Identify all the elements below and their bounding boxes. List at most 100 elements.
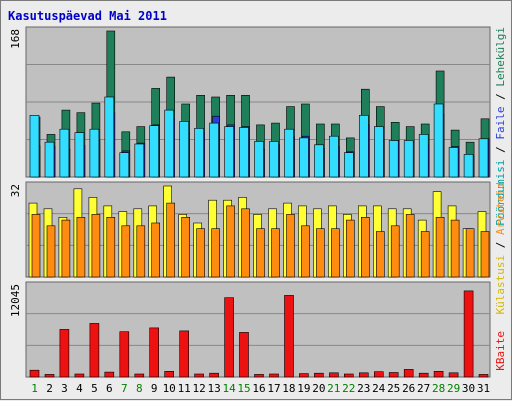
bar-KBaite-day-15 xyxy=(239,332,249,378)
bar-Lehekülgi-day-16 xyxy=(254,141,264,178)
bar-Lehekülgi-day-26 xyxy=(403,140,414,178)
bar-Arvuteid-day-29 xyxy=(450,219,460,278)
bar-Lehekülgi-day-19 xyxy=(299,137,309,178)
bar-Arvuteid-day-7 xyxy=(121,225,131,278)
panel-background xyxy=(25,281,491,378)
bar-Lehekülgi-day-27 xyxy=(418,134,429,178)
bar-Lehekülgi-day-5 xyxy=(89,128,100,178)
bar-KBaite-day-3 xyxy=(59,329,70,378)
bar-Arvuteid-day-3 xyxy=(61,219,71,278)
bar-KBaite-day-16 xyxy=(254,374,264,378)
x-tick-label: 13 xyxy=(207,382,220,395)
bar-Lehekülgi-day-30 xyxy=(463,154,474,178)
x-tick-label: 1 xyxy=(31,382,38,395)
bar-KBaite-day-24 xyxy=(373,371,384,378)
x-tick-label: 7 xyxy=(121,382,128,395)
bar-KBaite-day-28 xyxy=(433,370,444,378)
bar-Lehekülgi-day-6 xyxy=(104,96,115,178)
bar-KBaite-day-13 xyxy=(209,372,219,378)
legend-text: Pöördumisi / Faile / Lehekülgi xyxy=(494,27,507,226)
x-axis-labels: 1 2 3 4 5 6 7 8 9 10 11 12 13 14 15 16 17 18 19 20 21 22 23 24 2… xyxy=(31,382,490,395)
bar-Lehekülgi-day-18 xyxy=(284,128,294,178)
x-tick-label: 15 xyxy=(237,382,250,395)
bar-KBaite-day-7 xyxy=(119,331,130,378)
bar-Arvuteid-day-12 xyxy=(196,228,205,278)
x-tick-label: 9 xyxy=(151,382,158,395)
bar-KBaite-day-5 xyxy=(89,323,100,378)
x-tick-label: 8 xyxy=(136,382,143,395)
bar-Arvuteid-day-5 xyxy=(91,214,101,278)
bar-Lehekülgi-day-3 xyxy=(59,128,70,178)
bar-KBaite-day-10 xyxy=(164,370,174,378)
bar-Arvuteid-day-10 xyxy=(166,202,175,278)
bar-KBaite-day-25 xyxy=(388,372,399,378)
bar-Arvuteid-day-19 xyxy=(301,225,310,278)
bar-Lehekülgi-day-12 xyxy=(194,128,204,178)
legend-hits-files-pages: Pöördumisi / Faile / Lehekülgi xyxy=(494,27,507,226)
bar-Lehekülgi-day-28 xyxy=(433,103,444,178)
bar-Lehekülgi-day-23 xyxy=(358,115,369,178)
bar-KBaite-day-19 xyxy=(299,373,309,378)
bar-KBaite-day-23 xyxy=(358,372,369,378)
bar-Lehekülgi-day-20 xyxy=(314,144,324,178)
x-tick-label: 26 xyxy=(402,382,415,395)
bar-Arvuteid-day-8 xyxy=(136,225,146,278)
bar-KBaite-day-8 xyxy=(134,373,145,378)
x-tick-label: 27 xyxy=(417,382,430,395)
x-tick-label: 4 xyxy=(76,382,83,395)
bar-KBaite-day-11 xyxy=(179,330,189,378)
bar-KBaite-day-4 xyxy=(74,373,85,378)
panel-visits-sites: 32 xyxy=(9,181,491,278)
bar-KBaite-day-29 xyxy=(448,372,459,378)
bar-Arvuteid-day-21 xyxy=(331,228,340,278)
bar-Arvuteid-day-17 xyxy=(271,228,280,278)
bar-KBaite-day-30 xyxy=(463,290,474,378)
bar-Arvuteid-day-14 xyxy=(226,205,235,278)
x-tick-label: 23 xyxy=(357,382,370,395)
bar-KBaite-day-17 xyxy=(269,373,279,378)
bar-KBaite-day-6 xyxy=(104,371,115,378)
bar-Lehekülgi-day-7 xyxy=(119,152,130,178)
legend-text: Külastusi / Arvuteid xyxy=(494,182,507,314)
bar-KBaite-day-9 xyxy=(149,327,159,378)
bar-KBaite-day-31 xyxy=(478,374,489,378)
bar-Arvuteid-day-1 xyxy=(31,214,41,278)
x-tick-label: 2 xyxy=(46,382,53,395)
bar-Lehekülgi-day-17 xyxy=(269,141,279,178)
x-tick-label: 29 xyxy=(447,382,460,395)
bar-Lehekülgi-day-4 xyxy=(74,132,85,178)
bar-Arvuteid-day-2 xyxy=(46,225,56,278)
x-tick-label: 31 xyxy=(477,382,490,395)
bar-Lehekülgi-day-14 xyxy=(224,126,234,178)
legend-separator: / xyxy=(494,235,507,255)
bar-KBaite-day-14 xyxy=(224,297,234,378)
x-tick-label: 5 xyxy=(91,382,98,395)
bar-Arvuteid-day-6 xyxy=(106,217,116,278)
legend-separator: / xyxy=(494,87,507,107)
bar-Arvuteid-day-9 xyxy=(151,222,160,278)
legend-pages: Lehekülgi xyxy=(494,27,507,87)
bar-KBaite-day-20 xyxy=(314,372,324,378)
x-tick-label: 6 xyxy=(106,382,113,395)
bar-Lehekülgi-day-13 xyxy=(209,122,219,178)
x-tick-label: 17 xyxy=(267,382,280,395)
bar-Lehekülgi-day-10 xyxy=(164,109,174,178)
x-tick-label: 16 xyxy=(252,382,265,395)
x-tick-label: 28 xyxy=(432,382,445,395)
bar-Arvuteid-day-20 xyxy=(316,228,325,278)
bar-Arvuteid-day-25 xyxy=(390,225,400,278)
legend-visits: Külastusi xyxy=(494,255,507,315)
legend-visits-sites: Külastusi / Arvuteid xyxy=(494,182,507,314)
x-tick-label: 18 xyxy=(282,382,295,395)
bar-Arvuteid-day-28 xyxy=(435,217,445,278)
x-tick-label: 14 xyxy=(222,382,236,395)
bar-Arvuteid-day-30 xyxy=(465,228,475,278)
legend-files: Faile xyxy=(494,106,507,139)
bar-KBaite-day-18 xyxy=(284,295,294,378)
x-tick-label: 10 xyxy=(163,382,176,395)
bar-KBaite-day-2 xyxy=(44,374,55,378)
y-max-label: 12045 xyxy=(9,284,22,317)
bar-Arvuteid-day-22 xyxy=(345,219,355,278)
x-tick-label: 20 xyxy=(312,382,325,395)
bar-Lehekülgi-day-21 xyxy=(329,135,339,178)
